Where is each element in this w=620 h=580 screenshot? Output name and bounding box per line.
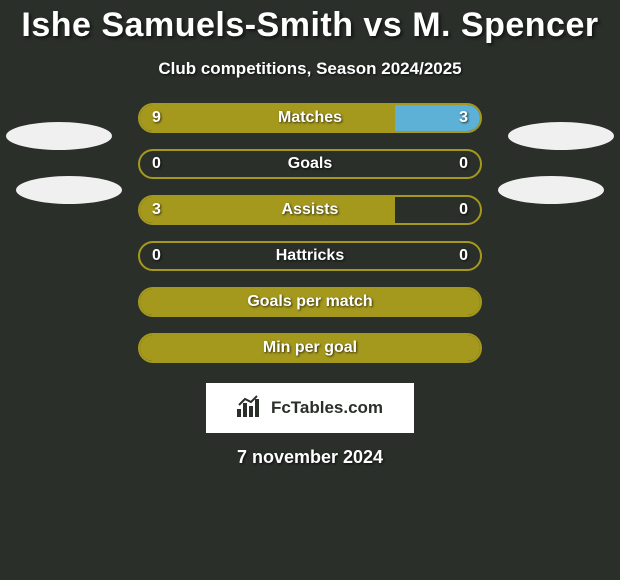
page-title: Ishe Samuels-Smith vs M. Spencer: [0, 0, 620, 45]
date-label: 7 november 2024: [0, 447, 620, 468]
bar-track: [138, 195, 482, 225]
logo-text: FcTables.com: [271, 398, 383, 418]
bar-left: [140, 197, 395, 223]
player-ellipse: [16, 176, 122, 204]
player-ellipse: [6, 122, 112, 150]
bar-track: [138, 333, 482, 363]
bar-track: [138, 149, 482, 179]
stat-row: Hattricks00: [0, 241, 620, 287]
bar-track: [138, 287, 482, 317]
page-subtitle: Club competitions, Season 2024/2025: [0, 59, 620, 79]
stat-row: Min per goal: [0, 333, 620, 379]
bar-left: [140, 105, 395, 131]
bar-left: [140, 335, 480, 361]
chart-icon: [237, 395, 263, 421]
bar-left: [140, 289, 480, 315]
stat-row: Goals per match: [0, 287, 620, 333]
bar-track: [138, 103, 482, 133]
player-ellipse: [498, 176, 604, 204]
logo-box: FcTables.com: [206, 383, 414, 433]
bar-track: [138, 241, 482, 271]
bar-right: [395, 105, 480, 131]
player-ellipse: [508, 122, 614, 150]
